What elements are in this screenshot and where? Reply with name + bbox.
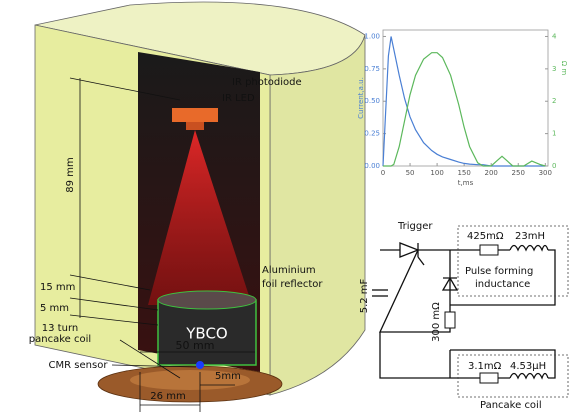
label: 3.1mΩ (468, 361, 502, 372)
y-tick-label: 1.00 (364, 32, 380, 40)
led (186, 122, 204, 130)
cmr-sensor (196, 361, 204, 369)
label: 15 mm (40, 282, 75, 293)
y2-tick-label: 1 (552, 130, 556, 138)
label: 13 turn (42, 323, 78, 334)
inductor (510, 246, 548, 251)
label: 425mΩ (467, 231, 504, 242)
label: 5 mm (40, 303, 69, 314)
y-tick-label: 0.00 (364, 162, 380, 170)
label: 23mH (515, 231, 545, 242)
chart: 0 50 100 150 200 250 300 0.00 0.25 0.50 0.75 1.00 0 1… (357, 30, 568, 187)
label: CMR sensor (49, 360, 109, 371)
x-axis-label: t,ms (458, 179, 474, 187)
label: 4.53µH (510, 361, 546, 372)
y-axis-label: Current,a.u. (357, 77, 365, 119)
label: 26 mm (150, 391, 185, 402)
label: pancake coil (29, 334, 91, 345)
x-tick-label: 50 (406, 169, 415, 177)
y-tick-label: 0.50 (364, 97, 380, 105)
circuit: Trigger 425mΩ 23mH Pulse forming inducta… (359, 221, 568, 411)
y2-tick-label: 3 (552, 65, 556, 73)
x-tick-label: 300 (539, 169, 552, 177)
led-block (172, 108, 218, 122)
y2-tick-label: 0 (552, 162, 556, 170)
x-tick-label: 150 (457, 169, 470, 177)
y2-tick-label: 4 (552, 32, 557, 40)
label: IR photodiode (232, 77, 302, 88)
label: foil reflector (262, 279, 323, 290)
y2-axis-label: Ω m (560, 61, 568, 76)
label: inductance (475, 279, 530, 290)
y-tick-label: 0.25 (364, 130, 380, 138)
inductor (510, 374, 548, 379)
label: 5mm (215, 371, 241, 382)
y2-tick-label: 2 (552, 97, 556, 105)
label: Aluminium (262, 265, 316, 276)
resistor (480, 373, 498, 383)
curved-side (270, 35, 365, 395)
label: Pulse forming (465, 266, 533, 277)
label: Pancake coil (480, 400, 542, 411)
x-tick-label: 200 (485, 169, 498, 177)
reflector (158, 291, 256, 309)
spacer (380, 280, 381, 281)
resistor (445, 312, 455, 328)
resistor (480, 245, 498, 255)
label: 89 mm (65, 157, 76, 192)
label: 5.2 mF (359, 278, 370, 313)
x-tick-label: 0 (381, 169, 385, 177)
plot-frame (383, 30, 548, 166)
figure: IR photodiode IR LED 89 mm 15 mm 5 mm Al… (0, 0, 571, 412)
label: 300 mΩ (431, 302, 442, 342)
x-tick-label: 250 (512, 169, 525, 177)
x-tick-label: 100 (430, 169, 443, 177)
label: IR LED (222, 93, 255, 104)
y-tick-label: 0.75 (364, 65, 380, 73)
label: Trigger (397, 221, 433, 232)
apparatus: IR photodiode IR LED 89 mm 15 mm 5 mm Al… (29, 2, 365, 412)
label: 50 mm (176, 339, 215, 352)
